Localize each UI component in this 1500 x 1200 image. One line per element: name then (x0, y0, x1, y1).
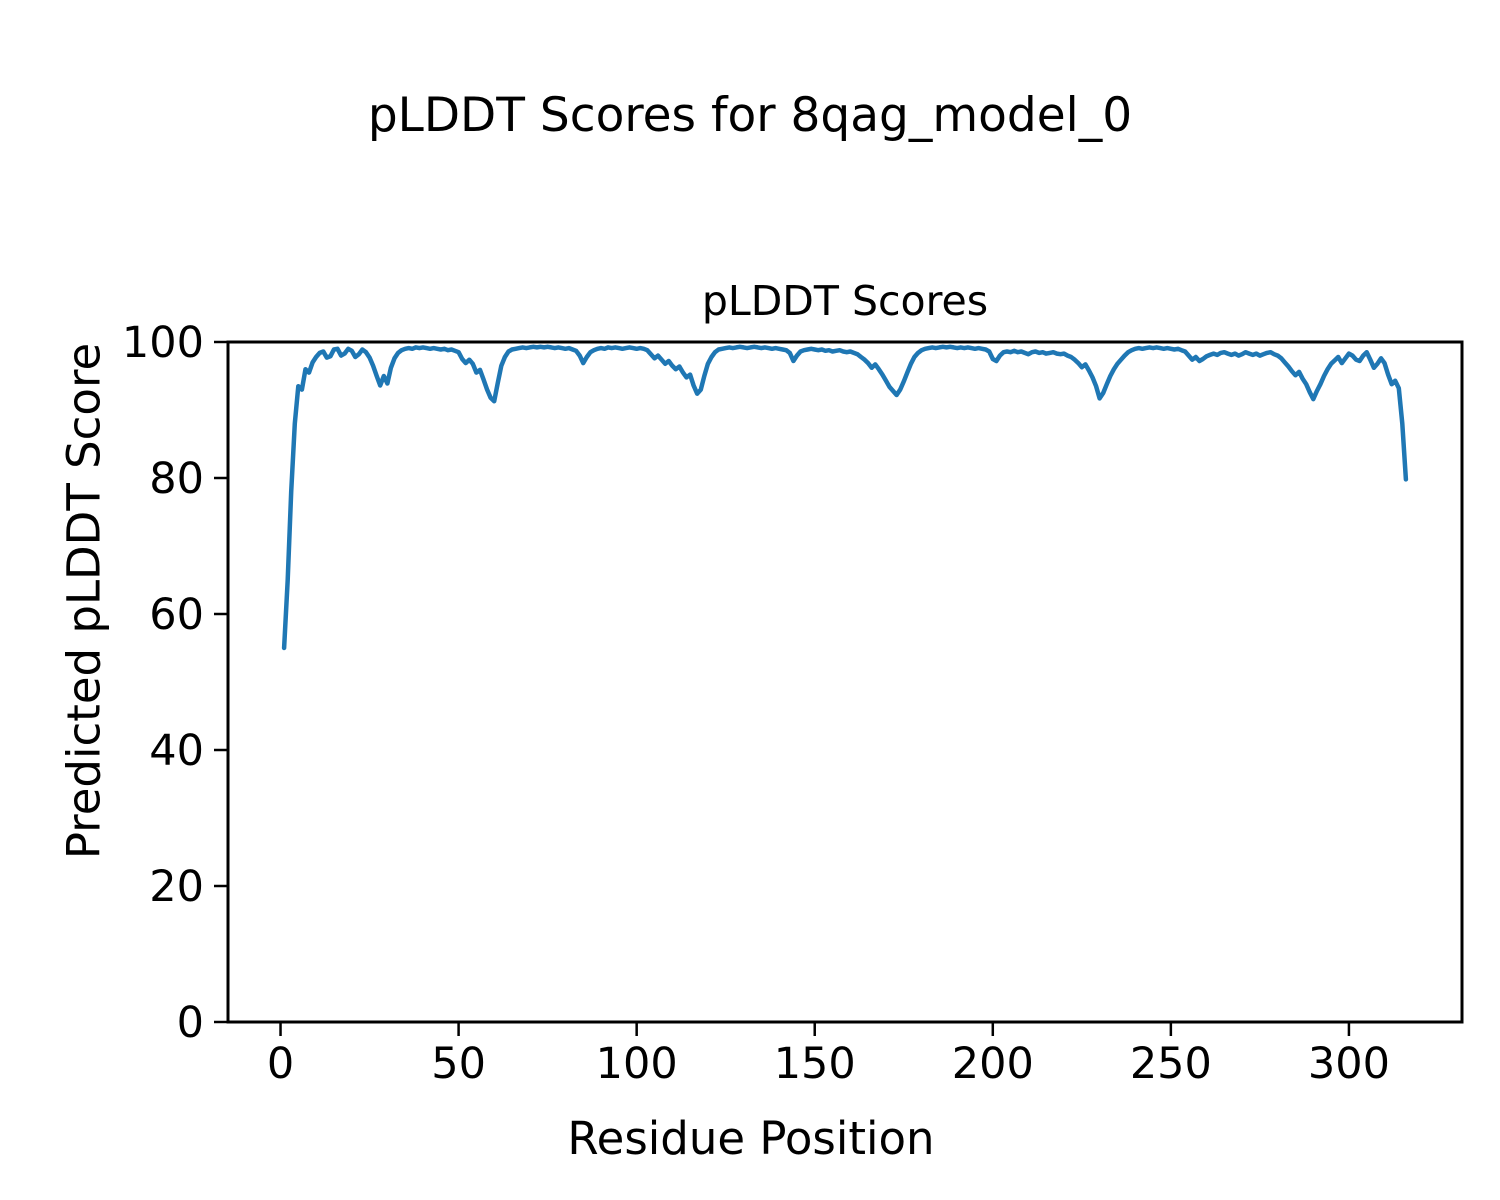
x-tick-label: 250 (1130, 1039, 1212, 1089)
y-tick-label: 40 (149, 726, 204, 776)
x-tick-label: 150 (774, 1039, 856, 1089)
plddt-line (281, 344, 1409, 651)
figure-title: pLDDT Scores for 8qag_model_0 (367, 88, 1133, 143)
axes-title: pLDDT Scores (701, 277, 989, 325)
x-tick-label: 100 (596, 1039, 678, 1089)
x-tick-label: 300 (1308, 1039, 1390, 1089)
x-tick-label: 0 (267, 1039, 294, 1089)
y-tick-label: 100 (122, 318, 204, 368)
x-tick-label: 50 (431, 1039, 486, 1089)
x-axis-label: Residue Position (567, 1112, 935, 1165)
y-tick-label: 80 (149, 454, 204, 504)
y-tick-label: 60 (149, 590, 204, 640)
y-tick-label: 20 (149, 862, 204, 912)
axes-frame (226, 340, 1464, 1024)
x-tick-label: 200 (952, 1039, 1034, 1089)
y-tick-label: 0 (177, 998, 204, 1048)
